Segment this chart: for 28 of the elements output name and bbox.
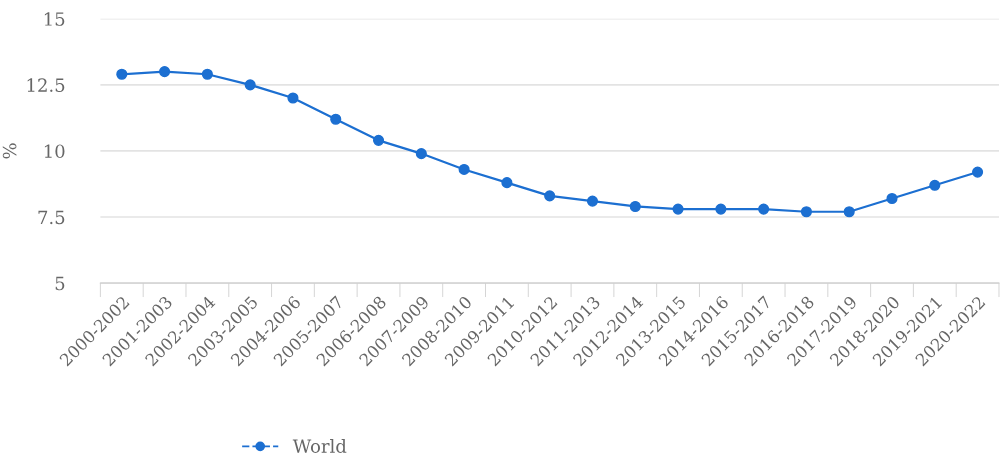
y-tick-label: 15 — [44, 12, 65, 26]
point — [972, 166, 984, 178]
point — [843, 206, 855, 218]
point — [929, 179, 941, 191]
legend-label: World — [292, 438, 347, 453]
point — [287, 92, 299, 104]
point — [758, 203, 770, 215]
point — [116, 68, 128, 80]
y-tick-label: 5 — [55, 276, 65, 291]
y-axis-title: % — [2, 143, 17, 159]
point — [330, 113, 342, 125]
point — [800, 206, 812, 218]
point — [629, 200, 641, 213]
point — [244, 79, 256, 91]
point — [201, 68, 213, 80]
y-tick-label: 10 — [44, 144, 65, 159]
point — [715, 203, 727, 215]
y-tick-label: 12.5 — [27, 78, 65, 92]
point — [415, 148, 427, 160]
point — [672, 203, 684, 215]
point — [458, 163, 470, 175]
point — [501, 177, 513, 189]
point — [159, 66, 171, 78]
point — [372, 134, 385, 146]
y-tick-label: 7.5 — [38, 210, 65, 225]
point — [886, 192, 898, 205]
point — [586, 195, 599, 207]
point — [544, 190, 556, 202]
